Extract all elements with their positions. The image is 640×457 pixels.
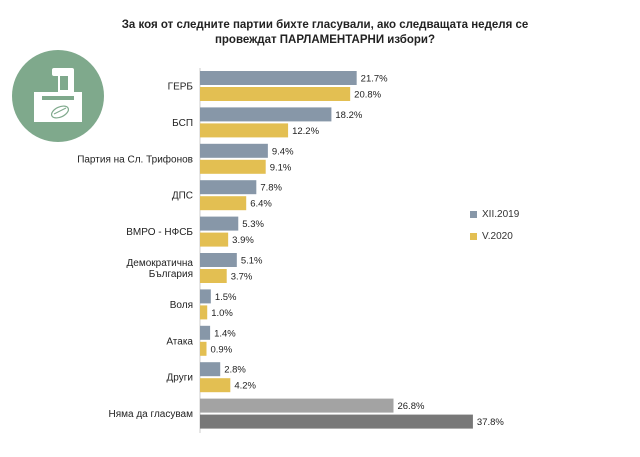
category-label-4: ВМРО - НФСБ (126, 227, 193, 238)
category-labels-group: ГЕРБ БСП Партия на Сл. Трифонов ДПС ВМРО - Н… (77, 82, 193, 421)
bar-series-1-4 (200, 216, 239, 231)
legend-label-series-1: XII.2019 (482, 208, 520, 220)
value-label-series-1-8: 2.8% (224, 365, 246, 376)
bar-series-1-8 (200, 362, 221, 377)
value-label-series-1-1: 18.2% (335, 110, 362, 121)
bar-series-1-9 (200, 398, 394, 413)
value-label-series-2-0: 20.8% (354, 90, 381, 101)
bars-group (200, 71, 473, 429)
bar-series-1-1 (200, 107, 332, 122)
value-label-series-1-5: 5.1% (241, 256, 263, 267)
bar-series-2-0 (200, 87, 351, 101)
bar-series-1-3 (200, 180, 257, 195)
category-label-1: БСП (172, 118, 193, 129)
category-label-3: ДПС (172, 191, 193, 202)
category-label-2: Партия на Сл. Трифонов (77, 153, 193, 165)
value-label-series-1-4: 5.3% (242, 219, 264, 230)
category-label-0: ГЕРБ (168, 82, 194, 93)
bar-series-2-9 (200, 414, 473, 429)
value-label-series-2-9: 37.8% (477, 417, 504, 428)
chart-title: За коя от следните партии бихте гласувал… (110, 18, 540, 48)
value-label-series-2-8: 4.2% (234, 381, 256, 392)
value-label-series-1-0: 21.7% (361, 74, 388, 85)
legend-swatch-series-2 (470, 232, 477, 240)
legend-label-series-2: V.2020 (482, 230, 513, 242)
bar-series-2-4 (200, 232, 229, 247)
value-label-series-1-3: 7.8% (260, 183, 282, 194)
category-label-7: Атака (166, 336, 193, 347)
bar-series-1-0 (200, 71, 357, 85)
value-label-series-2-2: 9.1% (270, 162, 292, 173)
value-label-series-2-3: 6.4% (250, 199, 272, 210)
legend: XII.2019 V.2020 (470, 206, 519, 250)
category-label-5-line-0: Демократична (126, 258, 193, 269)
bar-series-2-1 (200, 123, 289, 138)
value-label-series-2-5: 3.7% (231, 272, 253, 283)
bar-series-1-6 (200, 289, 211, 304)
bar-series-2-3 (200, 196, 247, 211)
ballot-box-icon (12, 50, 104, 142)
chart-title-line-1: За коя от следните партии бихте гласувал… (121, 19, 529, 31)
bar-series-2-7 (200, 341, 207, 356)
category-label-8: Други (167, 373, 193, 384)
chart-title-line-2: провеждат ПАРЛАМЕНТАРНИ избори? (214, 34, 436, 46)
bar-series-1-7 (200, 325, 211, 340)
legend-item-series-1: XII.2019 (470, 206, 519, 222)
legend-swatch-series-1 (470, 210, 477, 218)
bar-series-1-2 (200, 143, 268, 158)
value-label-series-2-6: 1.0% (211, 308, 233, 319)
legend-item-series-2: V.2020 (470, 228, 519, 244)
value-label-series-2-7: 0.9% (210, 344, 232, 355)
value-label-series-1-9: 26.8% (397, 401, 424, 412)
bar-series-2-6 (200, 305, 208, 320)
value-label-series-2-4: 3.9% (232, 235, 254, 246)
value-label-series-2-1: 12.2% (292, 126, 319, 137)
value-labels-group: 21.7% 20.8% 18.2% 12.2% 9.4% 9.1% 7.8% 6.4% 5.3%… (210, 74, 504, 429)
value-label-series-1-2: 9.4% (272, 146, 294, 157)
category-label-6: Воля (170, 300, 193, 311)
value-label-series-1-6: 1.5% (215, 292, 237, 303)
value-label-series-1-7: 1.4% (214, 328, 236, 339)
bar-series-1-5 (200, 253, 237, 267)
category-label-9: Няма да гласувам (109, 409, 194, 420)
bar-series-2-8 (200, 378, 231, 393)
bar-series-2-2 (200, 159, 266, 174)
category-label-5-line-1: България (149, 269, 193, 280)
bar-series-2-5 (200, 269, 227, 283)
